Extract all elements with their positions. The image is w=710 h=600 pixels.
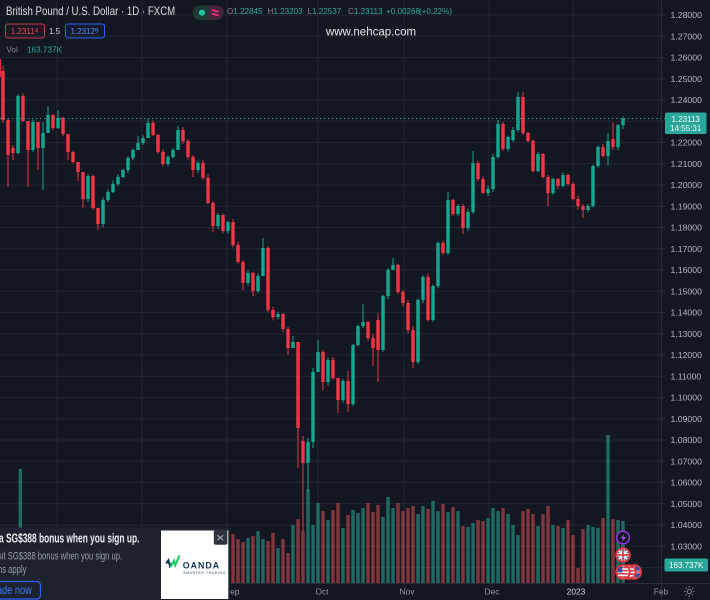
svg-text:1.25000: 1.25000 <box>671 74 703 84</box>
svg-text:1.17000: 1.17000 <box>671 244 703 254</box>
svg-text:1.04000: 1.04000 <box>671 520 703 530</box>
svg-text:1.11000: 1.11000 <box>671 371 702 381</box>
svg-text:+0.00268: +0.00268 <box>386 7 420 16</box>
svg-text:1.19000: 1.19000 <box>671 201 703 211</box>
svg-text:1.23113: 1.23113 <box>672 115 701 124</box>
svg-text:1.15000: 1.15000 <box>671 286 703 296</box>
svg-text:1.03000: 1.03000 <box>671 541 703 551</box>
svg-text:1.21000: 1.21000 <box>671 159 703 169</box>
svg-text:1.06000: 1.06000 <box>671 478 703 488</box>
svg-text:1.12000: 1.12000 <box>671 350 703 360</box>
svg-text:1.22000: 1.22000 <box>671 138 703 148</box>
svg-text:(+0.22%): (+0.22%) <box>419 7 452 16</box>
svg-text:www.nehcap.com: www.nehcap.com <box>325 27 416 39</box>
svg-text:2023: 2023 <box>567 587 586 597</box>
svg-text:L1.22537: L1.22537 <box>308 7 342 16</box>
svg-text:1.23129: 1.23129 <box>70 27 98 36</box>
svg-text:Nov: Nov <box>400 587 416 597</box>
svg-text:1.20000: 1.20000 <box>671 180 703 190</box>
svg-text:1.07000: 1.07000 <box>671 456 703 466</box>
svg-text:1.10000: 1.10000 <box>671 393 703 403</box>
svg-text:163.737K: 163.737K <box>669 561 704 570</box>
svg-text:a SG$388 bonus when you sign u: a SG$388 bonus when you sign up. <box>0 532 139 546</box>
svg-text:1.14000: 1.14000 <box>671 308 703 318</box>
svg-text:C1.23113: C1.23113 <box>348 7 383 16</box>
svg-text:1.09000: 1.09000 <box>671 414 703 424</box>
svg-text:British Pound / U.S. Dollar ·: British Pound / U.S. Dollar · 1D · FXCM <box>6 5 175 18</box>
svg-text:1.08000: 1.08000 <box>671 435 703 445</box>
svg-text:SMARTER TRADING: SMARTER TRADING <box>183 571 226 575</box>
svg-text:1.5: 1.5 <box>49 27 61 36</box>
svg-text:1.05000: 1.05000 <box>671 499 703 509</box>
svg-text:1.16000: 1.16000 <box>671 265 703 275</box>
svg-text:Dec: Dec <box>485 587 500 597</box>
svg-text:Vol: Vol <box>6 46 18 55</box>
svg-text:1.24000: 1.24000 <box>671 95 703 105</box>
svg-text:14:55:31: 14:55:31 <box>670 124 702 133</box>
svg-text:Oct: Oct <box>315 587 329 597</box>
svg-text:H1.23203: H1.23203 <box>268 7 304 16</box>
svg-text:OANDA: OANDA <box>183 560 221 570</box>
svg-text:Feb: Feb <box>654 587 669 597</box>
svg-text:1.27000: 1.27000 <box>671 31 703 41</box>
svg-text:sit SG$388 bonus when you sign: sit SG$388 bonus when you sign up. <box>0 550 122 561</box>
svg-text:ns apply: ns apply <box>0 564 27 575</box>
svg-text:1.28000: 1.28000 <box>671 10 703 20</box>
svg-text:163.737K: 163.737K <box>27 46 63 55</box>
svg-text:1.26000: 1.26000 <box>671 53 703 63</box>
svg-text:1.18000: 1.18000 <box>671 223 703 233</box>
svg-text:Sep: Sep <box>225 587 240 597</box>
svg-text:ade now: ade now <box>0 585 32 597</box>
svg-text:O1.22845: O1.22845 <box>227 7 263 16</box>
svg-text:1.13000: 1.13000 <box>671 329 703 339</box>
svg-text:1.23114: 1.23114 <box>11 27 39 36</box>
